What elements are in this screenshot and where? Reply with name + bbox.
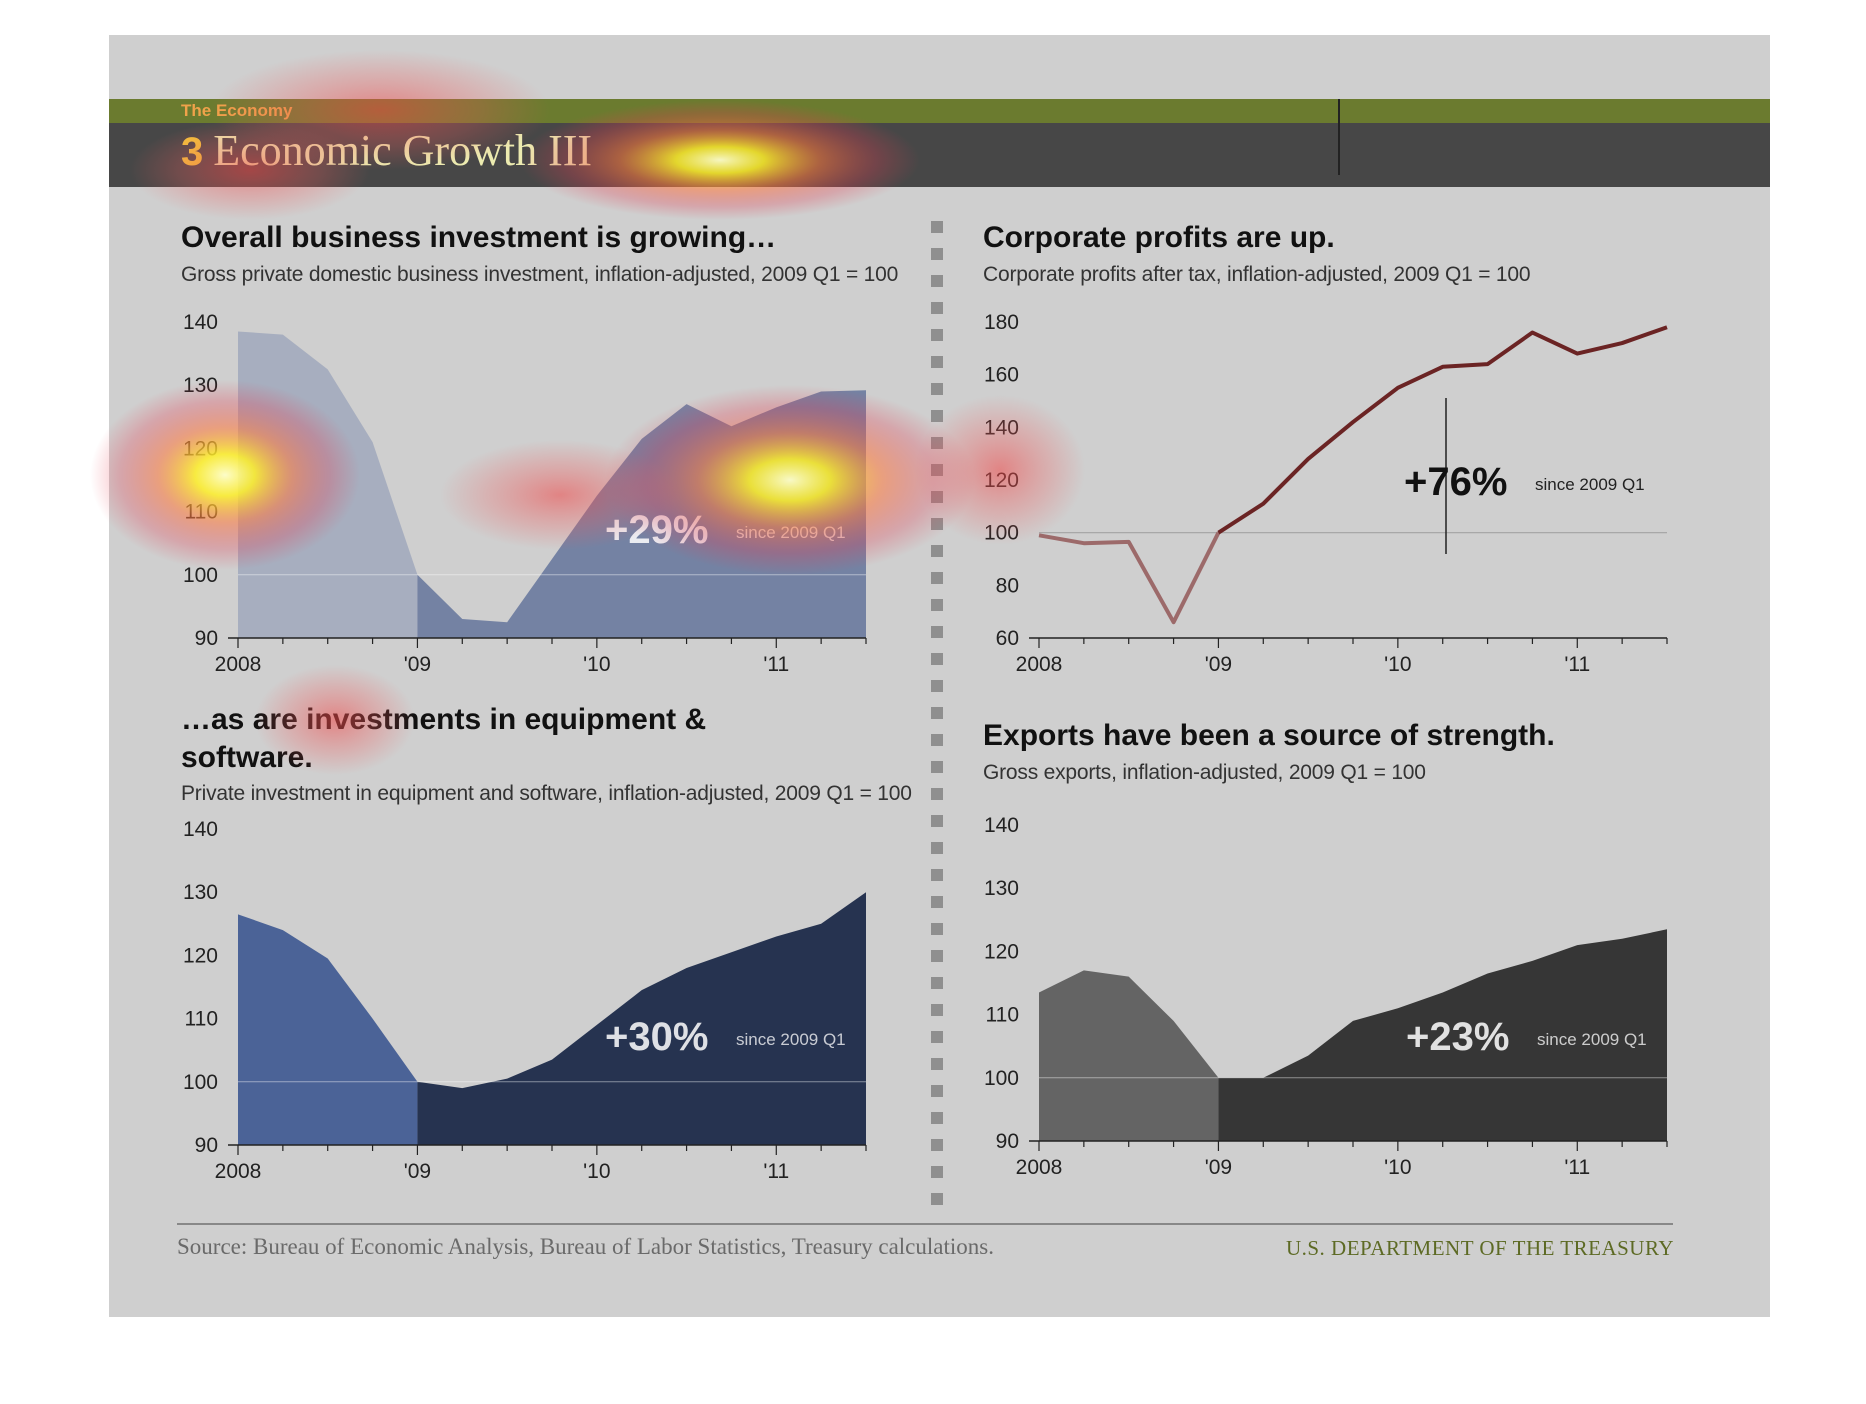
y-tick-label: 90 <box>195 627 218 650</box>
annotation-value: +76% <box>1404 460 1507 504</box>
x-tick-label: '11 <box>763 1160 789 1183</box>
x-tick-label: 2008 <box>1016 653 1063 676</box>
panel-subtitle-profits: Corporate profits after tax, inflation-a… <box>983 263 1531 286</box>
x-tick-label: 2008 <box>1016 1156 1063 1179</box>
y-tick-label: 120 <box>183 944 218 967</box>
y-tick-label: 90 <box>996 1130 1019 1153</box>
y-tick-label: 80 <box>996 574 1019 597</box>
annotation-value: +23% <box>1406 1015 1509 1059</box>
slide: The Economy 3 Economic Growth III Overall… <box>109 35 1770 1317</box>
header-divider <box>1338 99 1340 175</box>
agency-name: U.S. DEPARTMENT OF THE TREASURY <box>1285 1236 1674 1260</box>
y-tick-label: 130 <box>183 881 218 904</box>
series-area-pre-2009 <box>238 914 418 1145</box>
footer-rule <box>177 1223 1673 1225</box>
x-tick-label: '11 <box>763 653 789 676</box>
x-tick-label: '10 <box>583 653 610 676</box>
chart-equipment-software: 2008 '09 '10 '11 90 100 110 120 130 140 +30% since … <box>183 818 867 1183</box>
series-line-post-2009 <box>1217 325 1668 535</box>
y-tick-label: 90 <box>195 1134 218 1157</box>
y-tick-label: 140 <box>183 818 218 841</box>
x-tick-label: '09 <box>1205 1156 1232 1179</box>
y-tick-label: 180 <box>984 311 1019 334</box>
x-tick-label: '10 <box>583 1160 610 1183</box>
series-area-post-2009 <box>417 892 866 1145</box>
y-tick-label: 160 <box>984 364 1019 387</box>
y-tick-label: 110 <box>986 1004 1019 1027</box>
panel-title-profits: Corporate profits are up. <box>983 221 1335 254</box>
y-tick-label: 110 <box>185 1008 218 1031</box>
x-tick-label: '09 <box>404 1160 431 1183</box>
chart-exports: 2008 '09 '10 '11 90 100 110 120 130 140 +23% since … <box>984 814 1668 1179</box>
y-tick-label: 140 <box>984 814 1019 837</box>
panel-title-investment: Overall business investment is growing… <box>181 221 777 254</box>
y-tick-label: 60 <box>996 627 1019 650</box>
x-tick-label: '11 <box>1564 1156 1590 1179</box>
x-tick-label: '10 <box>1384 1156 1411 1179</box>
panel-subtitle-investment: Gross private domestic business investme… <box>181 263 899 286</box>
x-tick-label: '11 <box>1564 653 1590 676</box>
series-area-pre-2009 <box>1039 970 1219 1141</box>
x-tick-label: 2008 <box>215 1160 262 1183</box>
series-area-post-2009 <box>1218 929 1667 1141</box>
y-tick-label: 140 <box>183 311 218 334</box>
source-note: Source: Bureau of Economic Analysis, Bur… <box>177 1234 994 1259</box>
panel-subtitle-equipment: Private investment in equipment and soft… <box>181 782 912 805</box>
x-tick-label: '10 <box>1384 653 1411 676</box>
x-tick-label: '09 <box>1205 653 1232 676</box>
annotation-note: since 2009 Q1 <box>1537 1030 1647 1049</box>
panel-subtitle-exports: Gross exports, inflation-adjusted, 2009 … <box>983 761 1426 784</box>
y-tick-label: 120 <box>984 940 1019 963</box>
annotation-value: +30% <box>605 1015 708 1059</box>
y-tick-label: 100 <box>984 1067 1019 1090</box>
panel-title-exports: Exports have been a source of strength. <box>983 719 1555 752</box>
y-tick-label: 130 <box>984 877 1019 900</box>
x-tick-label: 2008 <box>215 653 262 676</box>
annotation-note: since 2009 Q1 <box>1535 475 1645 494</box>
annotation-note: since 2009 Q1 <box>736 1030 846 1049</box>
y-tick-label: 100 <box>183 1071 218 1094</box>
